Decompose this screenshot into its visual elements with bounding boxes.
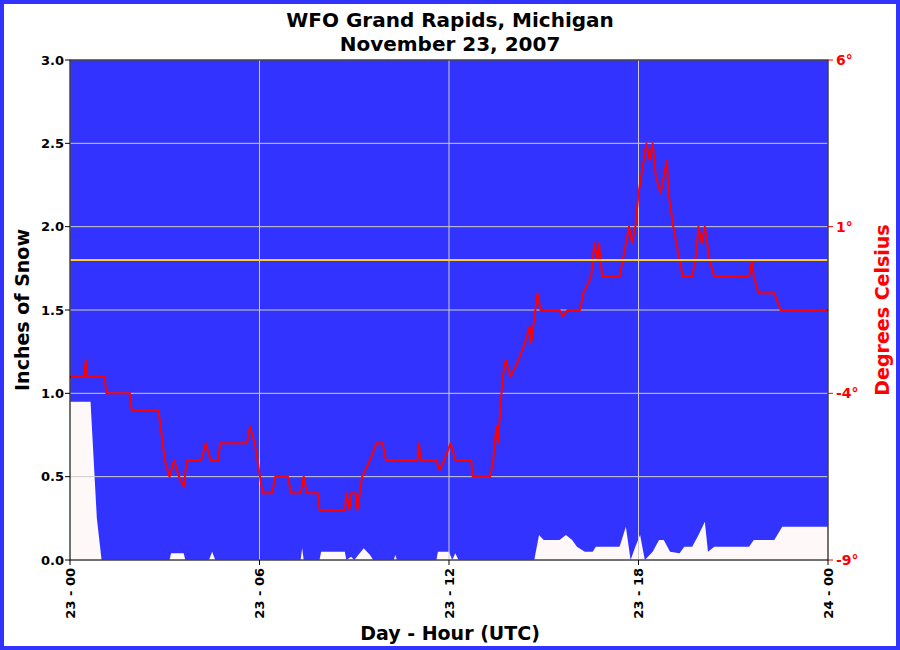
chart: 0.0 0.5 1.0 1.5 2.0 2.5 3.0 -9° -4° 1° 6° 23 - 00 23… bbox=[0, 0, 900, 650]
tick-y bbox=[65, 476, 70, 477]
subtitle: November 23, 2007 bbox=[340, 32, 561, 56]
tick-y2 bbox=[828, 226, 833, 227]
y-axis-label: Inches of Snow bbox=[11, 229, 33, 391]
plot-lines bbox=[70, 143, 828, 510]
tick-y bbox=[65, 143, 70, 144]
tick-label-x: 23 - 18 bbox=[631, 568, 646, 619]
tick-label-y: 1.5 bbox=[41, 303, 64, 318]
tick-label-x: 23 - 00 bbox=[63, 568, 78, 619]
tick-label-y: 3.0 bbox=[41, 53, 64, 68]
tick-y bbox=[65, 60, 70, 61]
tick-label-x: 23 - 12 bbox=[442, 568, 457, 619]
tick-y2 bbox=[828, 393, 833, 394]
tick-y bbox=[65, 560, 70, 561]
temperature-line bbox=[70, 143, 828, 510]
tick-label-y2: 6° bbox=[836, 52, 853, 68]
tick-label-y2: -9° bbox=[836, 552, 859, 568]
tick-label-y2: 1° bbox=[836, 219, 853, 235]
y2-axis-label: Degrees Celsius bbox=[871, 224, 893, 395]
tick-label-y: 2.0 bbox=[41, 219, 64, 234]
tick-label-y: 2.5 bbox=[41, 136, 64, 151]
grid-line-x bbox=[259, 60, 260, 560]
x-axis-label: Day - Hour (UTC) bbox=[360, 622, 540, 644]
reference-line bbox=[70, 259, 828, 261]
tick-x bbox=[638, 560, 639, 565]
tick-y bbox=[65, 393, 70, 394]
tick-y bbox=[65, 226, 70, 227]
tick-y bbox=[65, 310, 70, 311]
plot-area bbox=[70, 60, 828, 560]
plot-border bbox=[70, 60, 828, 560]
tick-label-x: 23 - 06 bbox=[252, 568, 267, 619]
tick-x bbox=[449, 560, 450, 565]
tick-label-y: 0.0 bbox=[41, 553, 64, 568]
tick-y2 bbox=[828, 560, 833, 561]
tick-label-y: 0.5 bbox=[41, 469, 64, 484]
tick-y2 bbox=[828, 60, 833, 61]
grid-line-x bbox=[638, 60, 639, 560]
tick-label-x: 24 - 00 bbox=[821, 568, 836, 619]
frame bbox=[2, 2, 898, 648]
grid-line-x bbox=[449, 60, 450, 560]
title: WFO Grand Rapids, Michigan bbox=[286, 8, 614, 32]
tick-label-y: 1.0 bbox=[41, 386, 64, 401]
tick-x bbox=[70, 560, 71, 565]
tick-x bbox=[828, 560, 829, 565]
tick-x bbox=[259, 560, 260, 565]
page: {"chart_data": { "type": "line", "title"… bbox=[0, 0, 900, 650]
tick-label-y2: -4° bbox=[836, 385, 859, 401]
